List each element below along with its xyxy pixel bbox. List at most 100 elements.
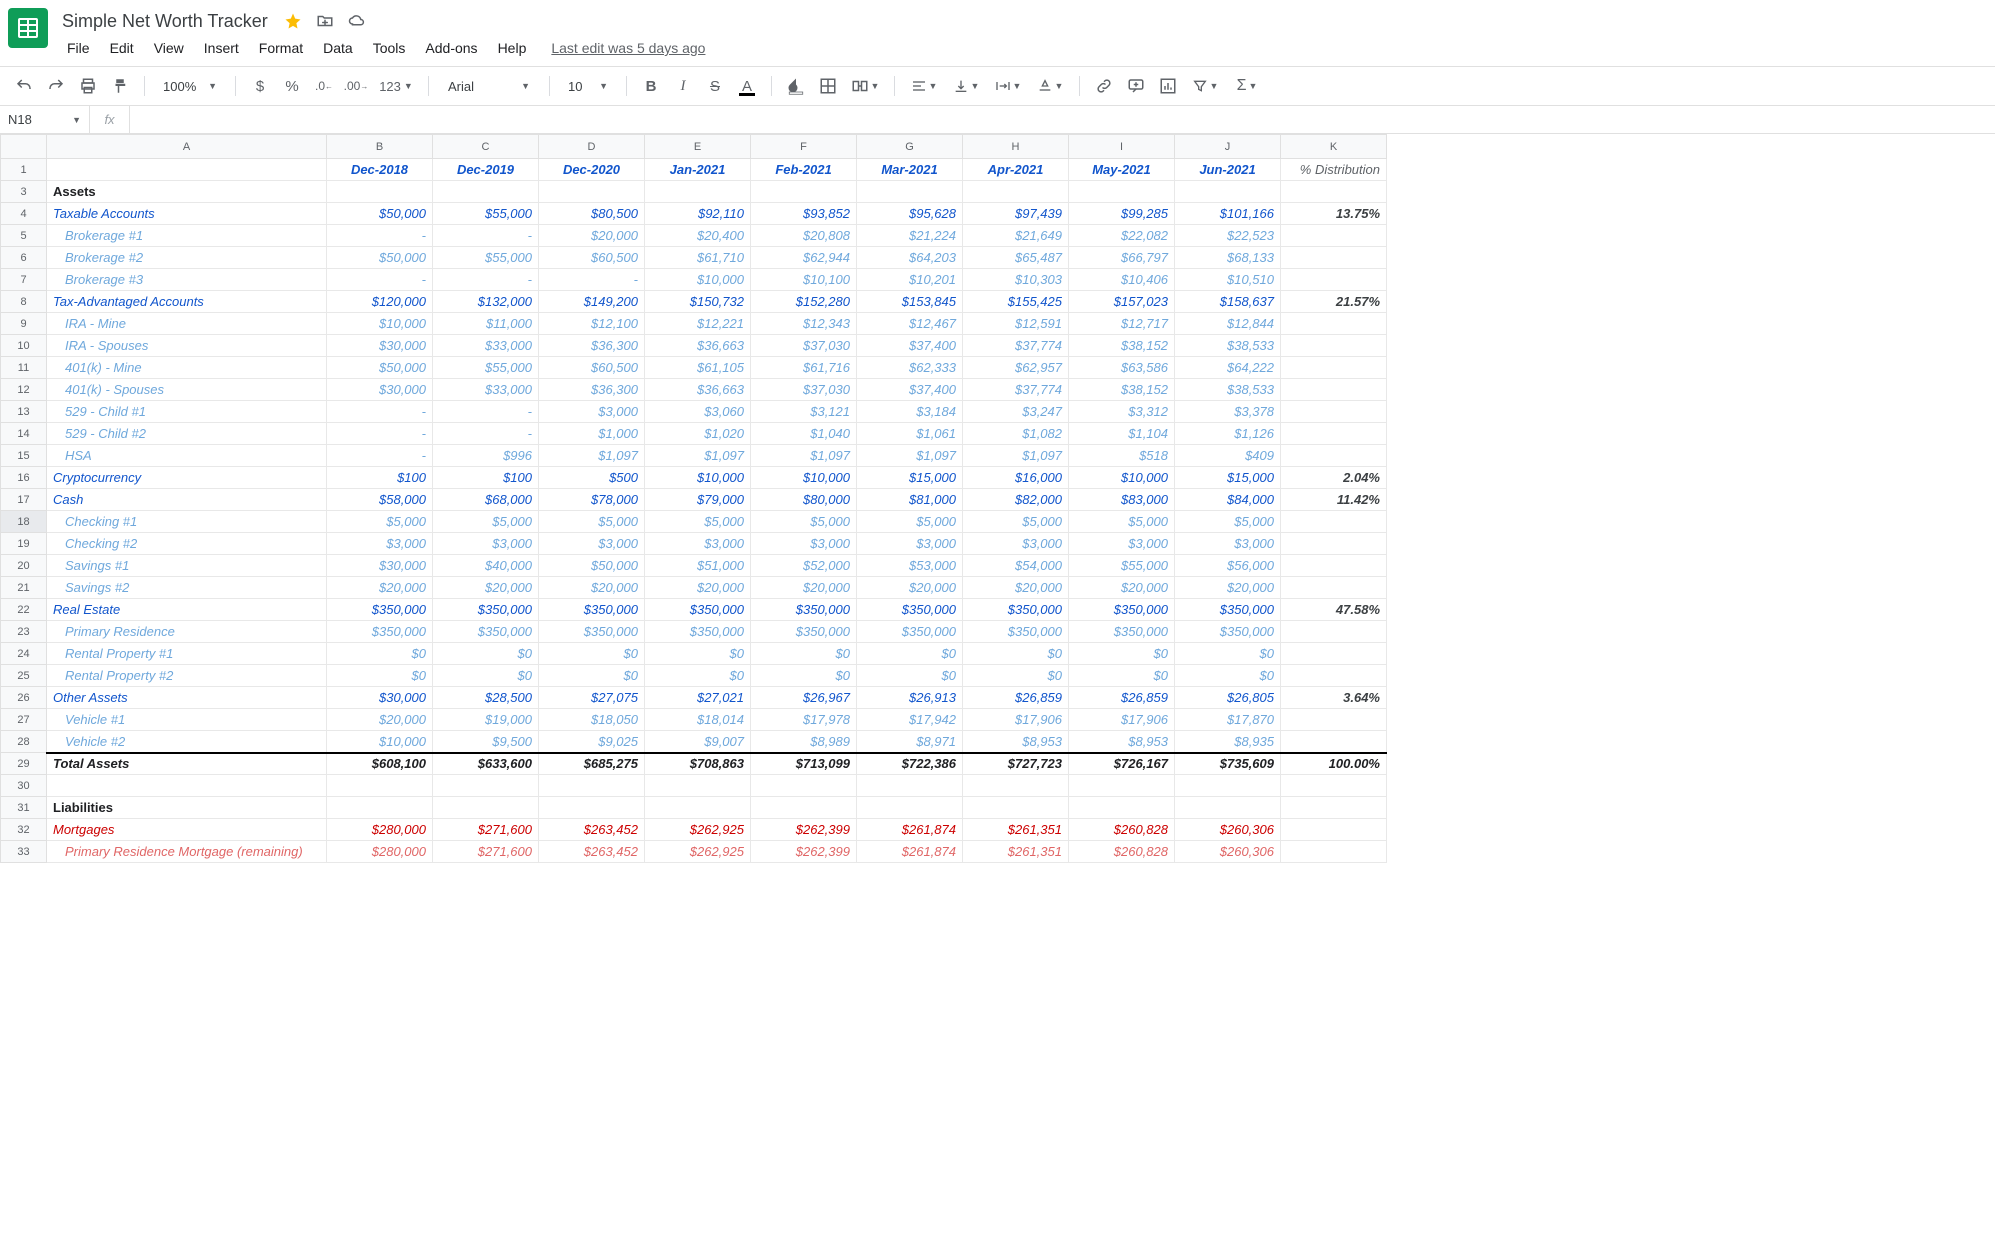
subcategory-value[interactable]: $33,000 — [433, 335, 539, 357]
subcategory-value[interactable]: $10,406 — [1069, 269, 1175, 291]
category-value[interactable]: $153,845 — [857, 291, 963, 313]
subcategory-value[interactable]: $20,000 — [539, 577, 645, 599]
subcategory-value[interactable]: $17,978 — [751, 709, 857, 731]
date-header[interactable]: Dec-2018 — [327, 159, 433, 181]
subcategory-value[interactable]: $3,000 — [963, 533, 1069, 555]
subcategory-value[interactable]: $0 — [539, 665, 645, 687]
cell[interactable] — [1281, 247, 1387, 269]
subcategory-value[interactable]: $38,533 — [1175, 335, 1281, 357]
subcategory-value[interactable]: $55,000 — [433, 357, 539, 379]
subcategory-value[interactable]: $20,000 — [433, 577, 539, 599]
subcategory-value[interactable]: $3,000 — [1069, 533, 1175, 555]
menu-file[interactable]: File — [58, 36, 99, 60]
subcategory-value[interactable]: - — [327, 225, 433, 247]
subcategory-value[interactable]: $56,000 — [1175, 555, 1281, 577]
category-value[interactable]: $149,200 — [539, 291, 645, 313]
subcategory-value[interactable]: $10,000 — [327, 731, 433, 753]
subcategory-value[interactable]: $3,000 — [1175, 533, 1281, 555]
category-label[interactable]: Cryptocurrency — [47, 467, 327, 489]
cell[interactable] — [539, 775, 645, 797]
category-value[interactable]: $260,306 — [1175, 819, 1281, 841]
date-header[interactable]: Mar-2021 — [857, 159, 963, 181]
category-value[interactable]: $16,000 — [963, 467, 1069, 489]
cell[interactable] — [1175, 797, 1281, 819]
name-box[interactable]: N18▼ — [0, 106, 90, 133]
subcategory-value[interactable]: $66,797 — [1069, 247, 1175, 269]
subcategory-value[interactable]: - — [433, 401, 539, 423]
subcategory-value[interactable]: $8,989 — [751, 731, 857, 753]
subcategory-value[interactable]: $54,000 — [963, 555, 1069, 577]
subcategory-value[interactable]: $17,870 — [1175, 709, 1281, 731]
star-icon[interactable] — [284, 12, 302, 30]
cell[interactable] — [1281, 181, 1387, 203]
subcategory-value[interactable]: $52,000 — [751, 555, 857, 577]
subcategory-value[interactable]: $20,000 — [327, 577, 433, 599]
column-header-I[interactable]: I — [1069, 135, 1175, 159]
subcategory-value[interactable]: $61,710 — [645, 247, 751, 269]
subcategory-value[interactable]: $10,000 — [645, 269, 751, 291]
row-header-1[interactable]: 1 — [1, 159, 47, 181]
column-header-J[interactable]: J — [1175, 135, 1281, 159]
subcategory-value[interactable]: $53,000 — [857, 555, 963, 577]
subcategory-value[interactable]: $62,957 — [963, 357, 1069, 379]
total-value[interactable]: $713,099 — [751, 753, 857, 775]
cell[interactable] — [963, 181, 1069, 203]
cell[interactable] — [1281, 577, 1387, 599]
category-value[interactable]: $155,425 — [963, 291, 1069, 313]
cell[interactable] — [47, 775, 327, 797]
undo-icon[interactable] — [10, 73, 38, 99]
cell[interactable] — [857, 797, 963, 819]
subcategory-value[interactable]: $64,222 — [1175, 357, 1281, 379]
subcategory-value[interactable]: $1,082 — [963, 423, 1069, 445]
category-value[interactable]: $78,000 — [539, 489, 645, 511]
subcategory-value[interactable]: $19,000 — [433, 709, 539, 731]
subcategory-label[interactable]: 529 - Child #2 — [47, 423, 327, 445]
distribution-header[interactable]: % Distribution — [1281, 159, 1387, 181]
subcategory-value[interactable]: $51,000 — [645, 555, 751, 577]
subcategory-value[interactable]: $350,000 — [327, 621, 433, 643]
row-header-3[interactable]: 3 — [1, 181, 47, 203]
subcategory-value[interactable]: $36,663 — [645, 379, 751, 401]
subcategory-value[interactable]: $409 — [1175, 445, 1281, 467]
category-value[interactable]: $132,000 — [433, 291, 539, 313]
cell[interactable] — [47, 159, 327, 181]
row-header-16[interactable]: 16 — [1, 467, 47, 489]
subcategory-value[interactable]: $5,000 — [1069, 511, 1175, 533]
insert-link-icon[interactable] — [1090, 73, 1118, 99]
category-value[interactable]: $92,110 — [645, 203, 751, 225]
subcategory-value[interactable]: $0 — [327, 665, 433, 687]
row-header-10[interactable]: 10 — [1, 335, 47, 357]
subcategory-value[interactable]: $5,000 — [1175, 511, 1281, 533]
subcategory-value[interactable]: $1,097 — [963, 445, 1069, 467]
subcategory-value[interactable]: $260,828 — [1069, 841, 1175, 863]
distribution-value[interactable]: 21.57% — [1281, 291, 1387, 313]
italic-icon[interactable]: I — [669, 73, 697, 99]
category-value[interactable]: $261,351 — [963, 819, 1069, 841]
move-icon[interactable] — [316, 12, 334, 30]
category-value[interactable]: $152,280 — [751, 291, 857, 313]
row-header-13[interactable]: 13 — [1, 401, 47, 423]
category-value[interactable]: $15,000 — [857, 467, 963, 489]
cell[interactable] — [539, 797, 645, 819]
total-value[interactable]: $708,863 — [645, 753, 751, 775]
subcategory-label[interactable]: Savings #2 — [47, 577, 327, 599]
category-value[interactable]: $500 — [539, 467, 645, 489]
section-label[interactable]: Liabilities — [47, 797, 327, 819]
subcategory-value[interactable]: $20,000 — [645, 577, 751, 599]
functions-icon[interactable]: Σ▼ — [1228, 73, 1266, 99]
total-value[interactable]: $608,100 — [327, 753, 433, 775]
category-value[interactable]: $100 — [433, 467, 539, 489]
cell[interactable] — [1069, 775, 1175, 797]
cell[interactable] — [1281, 841, 1387, 863]
cell[interactable] — [751, 181, 857, 203]
subcategory-value[interactable]: $10,100 — [751, 269, 857, 291]
paint-format-icon[interactable] — [106, 73, 134, 99]
cell[interactable] — [1281, 269, 1387, 291]
subcategory-value[interactable]: $37,400 — [857, 335, 963, 357]
row-header-4[interactable]: 4 — [1, 203, 47, 225]
category-value[interactable]: $58,000 — [327, 489, 433, 511]
menu-help[interactable]: Help — [489, 36, 536, 60]
insert-comment-icon[interactable] — [1122, 73, 1150, 99]
category-value[interactable]: $97,439 — [963, 203, 1069, 225]
subcategory-label[interactable]: Checking #2 — [47, 533, 327, 555]
